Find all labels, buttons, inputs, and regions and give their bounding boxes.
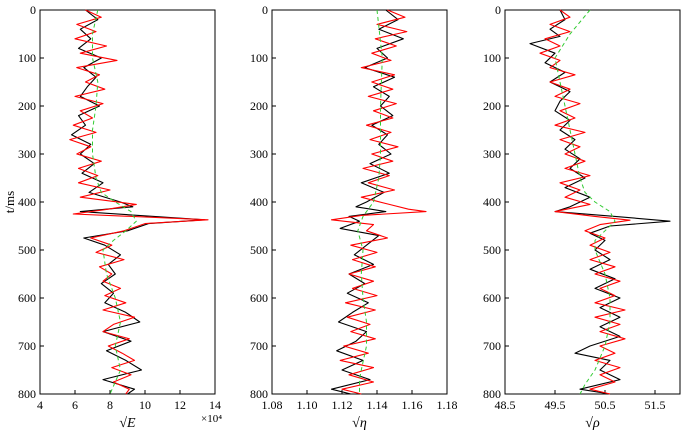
plot-frame [39,9,216,395]
y-tick-label: 200 [483,99,501,113]
y-tick-label: 600 [483,291,501,305]
series-line-1 [330,9,427,395]
x-axis-multiplier: ×10⁴ [201,413,222,425]
x-tick-label: 1.18 [437,398,458,412]
x-tick-label: 8 [107,398,113,412]
x-tick-label: 50.5 [595,398,616,412]
y-tick-label: 800 [250,387,268,401]
series-line-2 [92,9,137,395]
plot-frame [271,9,448,395]
y-tick-label: 800 [18,387,36,401]
x-tick-label: 4 [37,398,43,412]
y-tick-label: 700 [250,339,268,353]
x-axis-label: √ρ [585,416,600,431]
y-tick-label: 500 [250,243,268,257]
x-tick-label: 1.14 [367,398,388,412]
series-line-0 [70,9,206,395]
x-tick-label: 6 [72,398,78,412]
x-axis-label: √E [119,416,136,431]
y-tick-label: 300 [18,147,36,161]
series-line-0 [330,9,404,395]
x-tick-label: 14 [209,398,221,412]
y-tick-label: 500 [483,243,501,257]
y-tick-label: 0 [30,3,36,17]
y-tick-label: 700 [18,339,36,353]
y-tick-label: 400 [18,195,36,209]
plot-frame [504,9,681,395]
y-tick-label: 0 [262,3,268,17]
x-axis-label: √η [352,416,367,431]
series-line-1 [539,9,631,395]
x-tick-label: 12 [174,398,186,412]
y-tick-label: 500 [18,243,36,257]
x-tick-label: 1.08 [262,398,283,412]
x-tick-label: 1.16 [402,398,423,412]
y-axis-label: t/ms [2,191,17,213]
series-line-2 [554,9,616,395]
y-tick-label: 400 [250,195,268,209]
y-tick-label: 800 [483,387,501,401]
y-tick-label: 100 [250,51,268,65]
y-tick-label: 400 [483,195,501,209]
y-tick-label: 300 [483,147,501,161]
y-tick-label: 700 [483,339,501,353]
y-tick-label: 200 [250,99,268,113]
y-tick-label: 100 [483,51,501,65]
y-tick-label: 100 [18,51,36,65]
series-line-1 [69,9,209,395]
x-tick-label: 49.5 [545,398,566,412]
x-tick-label: 48.5 [495,398,516,412]
x-tick-label: 1.10 [297,398,318,412]
y-tick-label: 200 [18,99,36,113]
y-tick-label: 0 [495,3,501,17]
x-tick-label: 1.12 [332,398,353,412]
series-line-2 [357,9,383,394]
y-tick-label: 300 [250,147,268,161]
x-tick-label: 51.5 [645,398,666,412]
y-tick-label: 600 [18,291,36,305]
y-tick-label: 600 [250,291,268,305]
x-tick-label: 10 [139,398,151,412]
